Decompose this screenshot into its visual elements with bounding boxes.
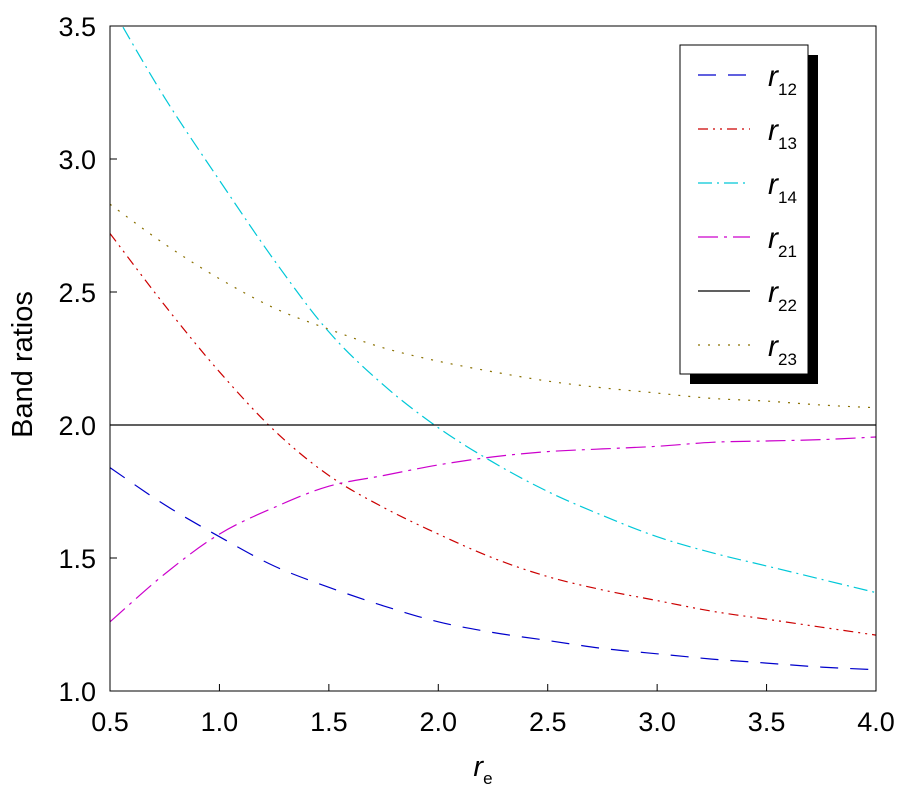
legend-label-r23: r23 bbox=[768, 330, 797, 369]
legend-label-r22: r22 bbox=[768, 276, 797, 315]
x-tick-label: 3.0 bbox=[638, 707, 676, 737]
x-axis-title: re bbox=[473, 751, 492, 788]
y-tick-label: 3.0 bbox=[58, 145, 96, 175]
y-axis-title: Band ratios bbox=[7, 291, 39, 438]
x-tick-label: 0.5 bbox=[91, 707, 129, 737]
legend: r12 r13 r14 r21 r22 r23 bbox=[679, 44, 818, 384]
x-axis-title-sub: e bbox=[483, 769, 492, 788]
series-line-r12 bbox=[110, 467, 876, 671]
y-tick-label: 1.0 bbox=[58, 677, 96, 707]
legend-label-r13: r13 bbox=[768, 114, 797, 153]
legend-box bbox=[679, 44, 809, 375]
x-tick-label: 2.5 bbox=[529, 707, 567, 737]
x-tick-label: 1.5 bbox=[310, 707, 348, 737]
series-layer bbox=[110, 26, 876, 671]
series-line-r14 bbox=[121, 26, 876, 594]
series-line-r21 bbox=[110, 436, 876, 623]
y-tick-label: 1.5 bbox=[58, 544, 96, 574]
legend-label-r12: r12 bbox=[768, 60, 797, 99]
plot-frame bbox=[109, 25, 877, 692]
tick-layer: 0.5 1.0 1.5 2.0 2.5 3.0 3.5 4.01.01.52.02.53.03… bbox=[58, 12, 894, 737]
y-tick-label: 3.5 bbox=[58, 12, 96, 42]
x-tick-label: 2.0 bbox=[420, 707, 458, 737]
x-tick-label: 1.0 bbox=[201, 707, 239, 737]
series-line-r13 bbox=[110, 233, 876, 636]
series-line-r23 bbox=[110, 203, 876, 409]
x-tick-label: 4.0 bbox=[857, 707, 895, 737]
x-axis-title-main: r bbox=[473, 751, 484, 783]
legend-label-r21: r21 bbox=[768, 222, 797, 261]
x-tick-label: 3.5 bbox=[748, 707, 786, 737]
legend-label-r14: r14 bbox=[768, 168, 797, 207]
y-tick-label: 2.0 bbox=[58, 411, 96, 441]
y-tick-label: 2.5 bbox=[58, 278, 96, 308]
